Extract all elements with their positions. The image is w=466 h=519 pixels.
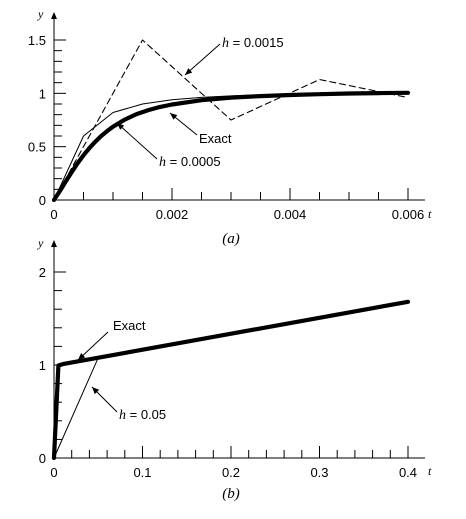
y-tick-label: 0.5: [28, 140, 46, 155]
y-tick-label: 0: [39, 451, 46, 466]
x-tick-label: 0.2: [222, 465, 240, 480]
series-exact: [54, 302, 408, 458]
y-axis-arrow: [51, 240, 57, 247]
annotation-leader: [117, 123, 157, 159]
x-tick-label: 0.006: [392, 207, 425, 222]
series-h-0-05: [54, 302, 408, 458]
annotation-label: h = 0.05: [119, 407, 166, 423]
y-axis-arrow: [51, 12, 57, 19]
y-axis-label: y: [37, 7, 44, 21]
series-h-0-0015: [54, 40, 408, 200]
x-tick-label: 0: [50, 465, 57, 480]
y-tick-label: 1: [39, 358, 46, 373]
y-tick-label: 1.5: [28, 33, 46, 48]
x-tick-label: 0: [50, 207, 57, 222]
series-h-0-0005: [54, 93, 408, 200]
x-tick-label: 0.3: [310, 465, 328, 480]
x-tick-label: 0.004: [274, 207, 307, 222]
panel-caption: (a): [222, 231, 240, 247]
panel-a: 0 0.5 1 1.5 0 0.002 0.004 0.006 y t h = 0.0015 Exac…: [28, 7, 432, 247]
x-tick-label: 0.4: [399, 465, 417, 480]
x-axis-label: t: [428, 207, 432, 221]
x-tick-label: 0.1: [133, 465, 151, 480]
annotation-label: Exact: [113, 318, 146, 333]
y-tick-label: 1: [39, 86, 46, 101]
x-axis-label: t: [428, 464, 432, 478]
annotation-label: h = 0.0005: [159, 154, 221, 170]
y-tick-label: 2: [39, 265, 46, 280]
panel-caption: (b): [222, 486, 240, 502]
annotation-label: h = 0.0015: [222, 35, 284, 51]
x-tick-label: 0.002: [156, 207, 189, 222]
annotation-label: Exact: [199, 131, 232, 146]
panel-b: 0 1 2 0 0.1 0.2 0.3 0.4 y t Exact h = 0.05 (b): [37, 236, 432, 502]
y-tick-label: 0: [39, 193, 46, 208]
y-axis-label: y: [37, 236, 44, 250]
series-exact: [54, 93, 408, 200]
